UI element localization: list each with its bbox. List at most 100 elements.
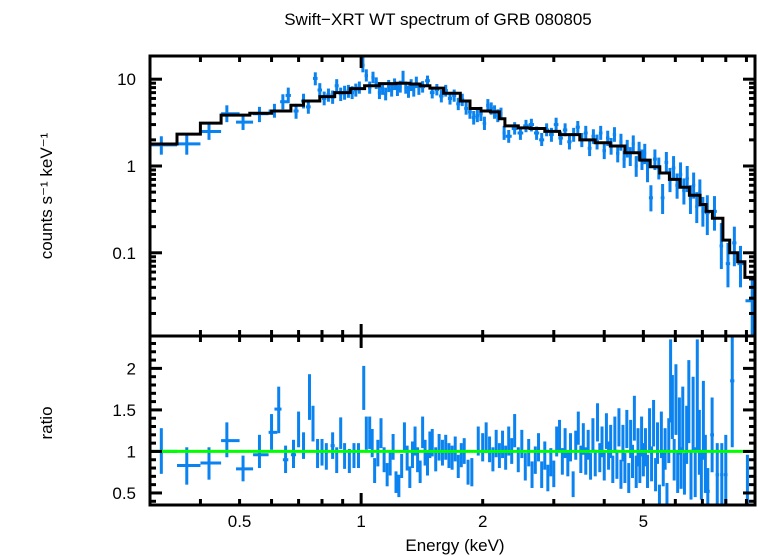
ratio-data-point [667, 418, 671, 464]
ratio-data-point [437, 433, 441, 461]
ratio-data-point [450, 445, 454, 470]
spectrum-data-point [732, 226, 737, 267]
ratio-data-point [501, 430, 505, 459]
ratio-data-point [330, 432, 335, 459]
ratio-data-point [308, 374, 312, 420]
ratio-data-point [497, 443, 501, 469]
ratio-data-point [343, 443, 347, 469]
spectrum-data-point [682, 178, 686, 205]
spectrum-data-point [737, 245, 744, 288]
ratio-data-point [643, 428, 647, 467]
spectrum-data-point [475, 109, 480, 123]
spectrum-data-point [511, 122, 518, 135]
ratio-data-point [687, 360, 691, 444]
ratio-data-point [677, 397, 681, 455]
ratio-data-point [665, 482, 669, 505]
ratio-data-point [408, 466, 412, 488]
ratio-data-point [444, 434, 448, 460]
ratio-data-point [494, 429, 498, 458]
ratio-data-point [324, 443, 328, 470]
ratio-data-point [385, 463, 389, 487]
spectrum-data-point [412, 84, 416, 97]
spectrum-data-point [631, 135, 635, 154]
ratio-plot-frame [148, 334, 757, 507]
ratio-data-point [513, 414, 517, 448]
ratio-data-point [602, 451, 606, 481]
ratio-data-point [282, 445, 289, 474]
ratio-data-point [695, 339, 699, 452]
ratio-data-point [576, 411, 580, 445]
y-tick-label: 0.5 [112, 484, 136, 503]
ratio-data-point [693, 447, 697, 498]
spectrum-data-point [523, 119, 529, 133]
ratio-data-point [720, 443, 724, 505]
ratio-data-point [574, 430, 578, 460]
ratio-data-point [589, 453, 593, 480]
ratio-data-point [311, 405, 315, 442]
spectrum-data-point [539, 132, 545, 146]
ratio-data-point [268, 414, 278, 450]
ratio-data-point [705, 468, 710, 505]
ratio-data-point [672, 438, 676, 481]
spectrum-data-point [471, 111, 476, 125]
ratio-data-point [621, 424, 625, 462]
ratio-data-point [586, 429, 590, 460]
ratio-data-point [339, 417, 343, 449]
ratio-data-point [638, 449, 642, 483]
spectrum-data-layer [150, 56, 755, 336]
ratio-data-point [691, 376, 695, 452]
ratio-data-point [571, 471, 575, 498]
ratio-data-point [537, 433, 541, 462]
y-axis-label-ratio: ratio [37, 406, 56, 439]
ratio-data-point [631, 444, 635, 479]
ratio-data-point [625, 409, 629, 449]
ratio-data-point [627, 463, 631, 493]
ratio-data-point [481, 433, 485, 462]
ratio-data-point [689, 449, 693, 500]
ratio-data-point [488, 436, 492, 463]
ratio-data-point [391, 433, 395, 460]
spectrum-data-point [675, 173, 679, 199]
ratio-data-point [566, 451, 570, 477]
ratio-data-point [362, 365, 366, 410]
spectrum-data-point [704, 195, 710, 236]
ratio-data-point [652, 399, 656, 447]
ratio-data-point [297, 411, 301, 448]
ratio-data-point [394, 471, 398, 493]
spectrum-data-point [384, 87, 388, 101]
spectrum-data-point [575, 120, 580, 134]
ratio-data-point [428, 431, 432, 459]
ratio-data-point [356, 443, 360, 469]
ratio-data-point [397, 474, 401, 498]
spectrum-data-point [482, 116, 487, 130]
spectrum-data-point [505, 129, 512, 143]
ratio-data-point [699, 449, 703, 500]
spectrum-data-point [664, 151, 669, 175]
spectrum-data-point [313, 72, 318, 86]
y-tick-label: 1.5 [112, 401, 136, 420]
spectrum-plot-frame [148, 54, 757, 338]
spectrum-data-point [602, 142, 606, 160]
spectrum-data-point [317, 83, 323, 98]
axes-layer: 0.5 1 2 5 0.1 1 10 0.5 1 1.5 2 [112, 54, 757, 531]
spectrum-data-point [434, 84, 440, 96]
ratio-data-point [352, 443, 356, 469]
ratio-data-point [641, 443, 645, 477]
spectrum-data-point [671, 156, 676, 180]
spectrum-data-point [200, 122, 222, 140]
ratio-data-point [579, 445, 583, 474]
ratio-data-point [593, 449, 597, 477]
spectrum-data-point [553, 117, 559, 132]
ratio-data-point [364, 416, 368, 450]
x-tick-label: 1 [356, 512, 365, 531]
ratio-data-point [347, 448, 351, 474]
ratio-data-point [302, 432, 306, 459]
ratio-data-point [615, 449, 619, 479]
spectrum-data-point [660, 184, 665, 214]
ratio-data-point [646, 454, 650, 488]
spectrum-data-point [695, 192, 699, 224]
spectrum-data-point [368, 81, 372, 94]
spectrum-data-point [334, 79, 339, 93]
ratio-data-point [581, 423, 585, 455]
